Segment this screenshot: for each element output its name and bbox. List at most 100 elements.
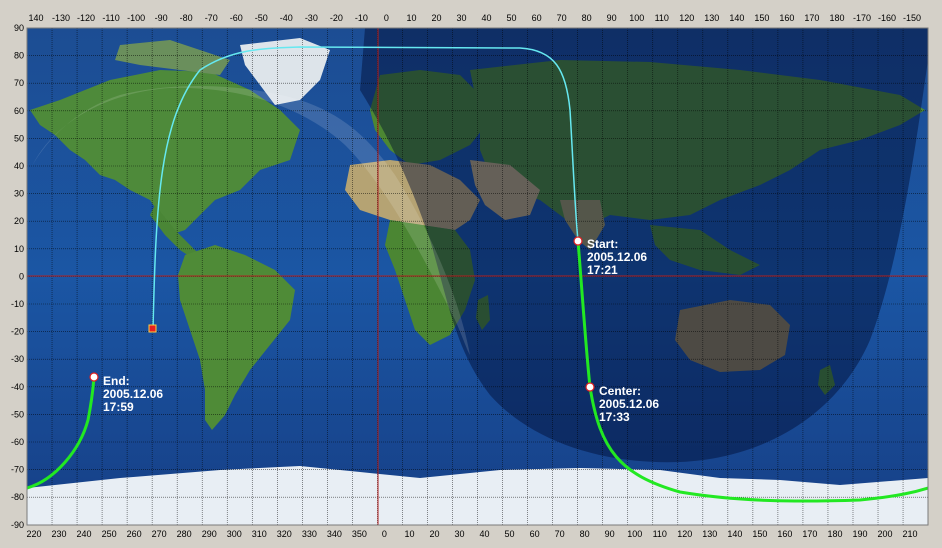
- top-axis-tick-label: 140: [729, 13, 744, 23]
- greenland: [240, 38, 330, 105]
- latitude-tick-label: 60: [14, 106, 24, 116]
- bottom-axis-tick-label: 290: [202, 529, 217, 539]
- latitude-tick-label: 20: [14, 216, 24, 226]
- latitude-tick-label: 30: [14, 189, 24, 199]
- africa-south: [385, 220, 475, 345]
- top-axis-tick-label: -120: [77, 13, 95, 23]
- top-axis-tick-label: 140: [28, 13, 43, 23]
- bottom-axis-tick-label: 60: [530, 529, 540, 539]
- top-axis-tick-label: -40: [280, 13, 293, 23]
- top-axis-tick-label: 170: [804, 13, 819, 23]
- bottom-axis-tick-label: 30: [455, 529, 465, 539]
- end-marker: End: 2005.12.06 17:59: [89, 372, 163, 414]
- start-marker: Start: 2005.12.06 17:21: [573, 236, 647, 277]
- europe: [370, 70, 490, 165]
- bottom-axis-tick-label: 180: [827, 529, 842, 539]
- top-axis-tick-label: 160: [779, 13, 794, 23]
- twilight-lobe: [32, 85, 470, 356]
- latitude-tick-label: 70: [14, 78, 24, 88]
- top-axis-tick-label: -110: [102, 13, 119, 23]
- center-marker: Center: 2005.12.06 17:33: [585, 382, 659, 424]
- top-axis-tick-label: 80: [582, 13, 592, 23]
- bottom-axis-tick-label: 250: [102, 529, 117, 539]
- top-axis-tick-label: -80: [180, 13, 193, 23]
- bottom-axis-tick-label: 130: [702, 529, 717, 539]
- bottom-axis-tick-label: 90: [605, 529, 615, 539]
- latitude-tick-label: -60: [11, 437, 24, 447]
- bottom-axis-tick-label: 40: [480, 529, 490, 539]
- top-axis-tick-label: -130: [52, 13, 70, 23]
- top-axis-tick-label: 180: [829, 13, 844, 23]
- latitude-tick-label: -10: [11, 299, 24, 309]
- bottom-axis-tick-label: 200: [878, 529, 893, 539]
- bottom-axis-tick-label: 80: [580, 529, 590, 539]
- latitude-tick-label: -70: [11, 465, 24, 475]
- bottom-axis-tick-label: 300: [227, 529, 242, 539]
- cyan-track: [152, 46, 579, 330]
- origin-marker: [148, 324, 157, 333]
- bottom-axis-tick-label: 50: [505, 529, 515, 539]
- top-axis-tick-label: -60: [230, 13, 243, 23]
- bottom-axis-tick-label: 210: [903, 529, 918, 539]
- latitude-tick-label: -40: [11, 382, 24, 392]
- top-longitude-axis: 140 -130 -120 -110 -100 -90 -80 -70 -60 -50 -40 -30…: [28, 13, 921, 23]
- bottom-axis-tick-label: 280: [177, 529, 192, 539]
- end-label-title: End:: [103, 374, 130, 388]
- top-axis-tick-label: 60: [532, 13, 542, 23]
- top-axis-tick-label: -160: [878, 13, 896, 23]
- australia: [675, 300, 790, 372]
- start-label-time: 17:21: [587, 263, 618, 277]
- latitude-tick-label: 50: [14, 133, 24, 143]
- latitude-tick-label: 80: [14, 51, 24, 61]
- center-label-date: 2005.12.06: [599, 397, 659, 411]
- start-label-title: Start:: [587, 237, 618, 251]
- center-marker-icon: [585, 382, 595, 392]
- dark-hemisphere: [360, 28, 928, 463]
- top-axis-tick-label: -20: [330, 13, 343, 23]
- central-america: [150, 205, 200, 260]
- top-axis-tick-label: 10: [406, 13, 416, 23]
- bottom-axis-tick-label: 220: [26, 529, 41, 539]
- center-label-time: 17:33: [599, 410, 630, 424]
- bottom-axis-tick-label: 140: [727, 529, 742, 539]
- south-america: [178, 245, 295, 430]
- top-axis-tick-label: 40: [482, 13, 492, 23]
- bottom-axis-tick-label: 320: [277, 529, 292, 539]
- top-axis-tick-label: -90: [155, 13, 168, 23]
- bottom-axis-tick-label: 240: [77, 529, 92, 539]
- latitude-tick-label: 90: [14, 23, 24, 33]
- top-axis-tick-label: -70: [205, 13, 218, 23]
- bottom-axis-tick-label: 330: [302, 529, 317, 539]
- bottom-axis-tick-label: 160: [777, 529, 792, 539]
- bottom-axis-tick-label: 10: [404, 529, 414, 539]
- top-axis-tick-label: 100: [629, 13, 644, 23]
- top-axis-tick-label: 110: [655, 13, 669, 23]
- bottom-axis-tick-label: 230: [52, 529, 67, 539]
- bottom-axis-tick-label: 340: [327, 529, 342, 539]
- top-axis-tick-label: -170: [853, 13, 871, 23]
- bottom-axis-tick-label: 350: [352, 529, 367, 539]
- india: [560, 200, 605, 250]
- bottom-axis-tick-label: 150: [752, 529, 767, 539]
- bottom-axis-tick-label: 20: [429, 529, 439, 539]
- top-axis-tick-label: 130: [704, 13, 719, 23]
- top-axis-tick-label: 20: [431, 13, 441, 23]
- center-label-title: Center:: [599, 384, 641, 398]
- top-axis-tick-label: 50: [507, 13, 517, 23]
- top-axis-tick-label: 90: [607, 13, 617, 23]
- top-axis-tick-label: -30: [305, 13, 318, 23]
- bottom-longitude-axis: 220 230 240 250 260 270 280 290 300 310 320 330 340 3…: [26, 529, 917, 539]
- top-axis-tick-label: -100: [127, 13, 145, 23]
- top-axis-tick-label: -50: [255, 13, 268, 23]
- top-axis-tick-label: -10: [355, 13, 368, 23]
- bottom-axis-tick-label: 270: [152, 529, 167, 539]
- latitude-tick-label: -50: [11, 409, 24, 419]
- end-marker-icon: [89, 372, 99, 382]
- top-axis-tick-label: -150: [903, 13, 921, 23]
- ground-track: [576, 240, 928, 503]
- start-label-date: 2005.12.06: [587, 250, 647, 264]
- bottom-axis-tick-label: 0: [382, 529, 387, 539]
- bottom-axis-tick-label: 260: [127, 529, 142, 539]
- top-axis-tick-label: 70: [557, 13, 567, 23]
- new-zealand: [818, 365, 835, 395]
